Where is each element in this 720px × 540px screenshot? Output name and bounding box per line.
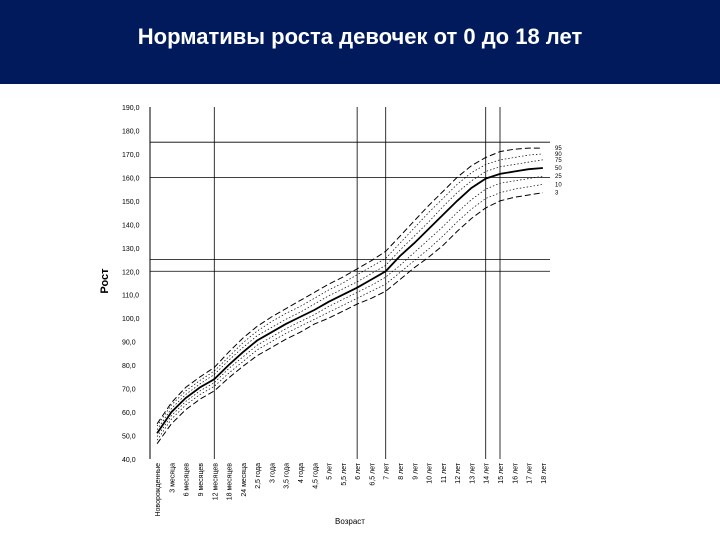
- x-tick-label: 18 лет: [541, 462, 548, 483]
- legend-label-p3: 3: [555, 191, 559, 197]
- x-tick-label: Новорожденные: [155, 463, 162, 517]
- legend-label-p95: 95: [555, 146, 562, 152]
- legend-label-p10: 10: [555, 182, 562, 188]
- x-tick-label: 6 лет: [355, 462, 362, 480]
- y-tick-label: 140,0: [122, 222, 140, 229]
- y-tick-label: 120,0: [122, 269, 140, 276]
- y-tick-label: 50,0: [122, 434, 136, 441]
- legend-label-p25: 25: [555, 174, 562, 180]
- x-tick-label: 10 лет: [427, 462, 434, 483]
- y-tick-label: 70,0: [122, 387, 136, 394]
- x-tick-label: 14 лет: [484, 462, 491, 483]
- x-tick-label: 3 года: [269, 463, 276, 483]
- y-tick-label: 160,0: [122, 175, 140, 182]
- y-tick-label: 130,0: [122, 246, 140, 253]
- x-tick-label: 5,5 лет: [341, 462, 348, 485]
- x-tick-label: 5 лет: [327, 462, 334, 480]
- x-tick-label: 24 месяца: [241, 463, 248, 497]
- x-tick-label: 3,5 года: [284, 463, 291, 489]
- y-tick-label: 40,0: [122, 457, 136, 464]
- title-banner: [0, 0, 720, 84]
- legend-label-p75: 75: [555, 158, 562, 164]
- y-tick-label: 180,0: [122, 128, 140, 135]
- x-tick-label: 3 месяца: [169, 463, 176, 493]
- x-tick-label: 4 года: [298, 463, 305, 483]
- x-tick-label: 6,5 лет: [369, 462, 376, 485]
- y-tick-label: 150,0: [122, 199, 140, 206]
- series-line-p50: [156, 167, 543, 434]
- y-axis-label: Рост: [99, 268, 111, 294]
- series-line-p75: [156, 159, 543, 430]
- x-axis-label: Возраст: [335, 517, 365, 526]
- x-tick-label: 2,5 года: [255, 463, 262, 489]
- x-tick-label: 12 месяцев: [212, 463, 219, 501]
- y-tick-label: 80,0: [122, 363, 136, 370]
- x-tick-label: 18 месяцев: [227, 463, 234, 501]
- x-tick-label: 17 лет: [527, 462, 534, 483]
- y-tick-label: 190,0: [122, 105, 140, 112]
- series-line-p95: [156, 147, 543, 425]
- series-line-p90: [156, 153, 543, 427]
- y-tick-label: 60,0: [122, 410, 136, 417]
- x-tick-label: 6 месяцев: [184, 463, 191, 497]
- series-line-p10: [156, 184, 543, 441]
- y-tick-label: 110,0: [122, 293, 139, 300]
- legend-label-p90: 90: [555, 152, 562, 158]
- x-tick-label: 15 лет: [498, 462, 505, 483]
- x-tick-label: 12 лет: [455, 462, 462, 483]
- series-line-p3: [156, 192, 543, 444]
- y-tick-label: 90,0: [122, 340, 136, 347]
- x-tick-label: 9 месяцев: [198, 463, 205, 497]
- x-tick-label: 8 лет: [398, 462, 405, 480]
- x-tick-label: 9 лет: [412, 462, 419, 480]
- y-tick-label: 170,0: [122, 152, 140, 159]
- x-tick-label: 4,5 года: [312, 463, 319, 489]
- x-tick-label: 16 лет: [512, 462, 519, 483]
- x-tick-label: 11 лет: [441, 462, 448, 483]
- x-tick-label: 7 лет: [384, 462, 391, 480]
- series-line-p25: [156, 175, 543, 437]
- y-tick-label: 100,0: [122, 316, 140, 323]
- height-percentile-chart: 190,0 180,0 170,0 160,0 150,0 140,0 130,0 120,0…: [99, 105, 562, 526]
- x-tick-label: 13 лет: [469, 462, 476, 483]
- legend-label-p50: 50: [555, 166, 562, 172]
- page-title: Нормативы роста девочек от 0 до 18 лет: [137, 24, 583, 49]
- plot-area: 190,0 180,0 170,0 160,0 150,0 140,0 130,0 120,0…: [122, 105, 562, 517]
